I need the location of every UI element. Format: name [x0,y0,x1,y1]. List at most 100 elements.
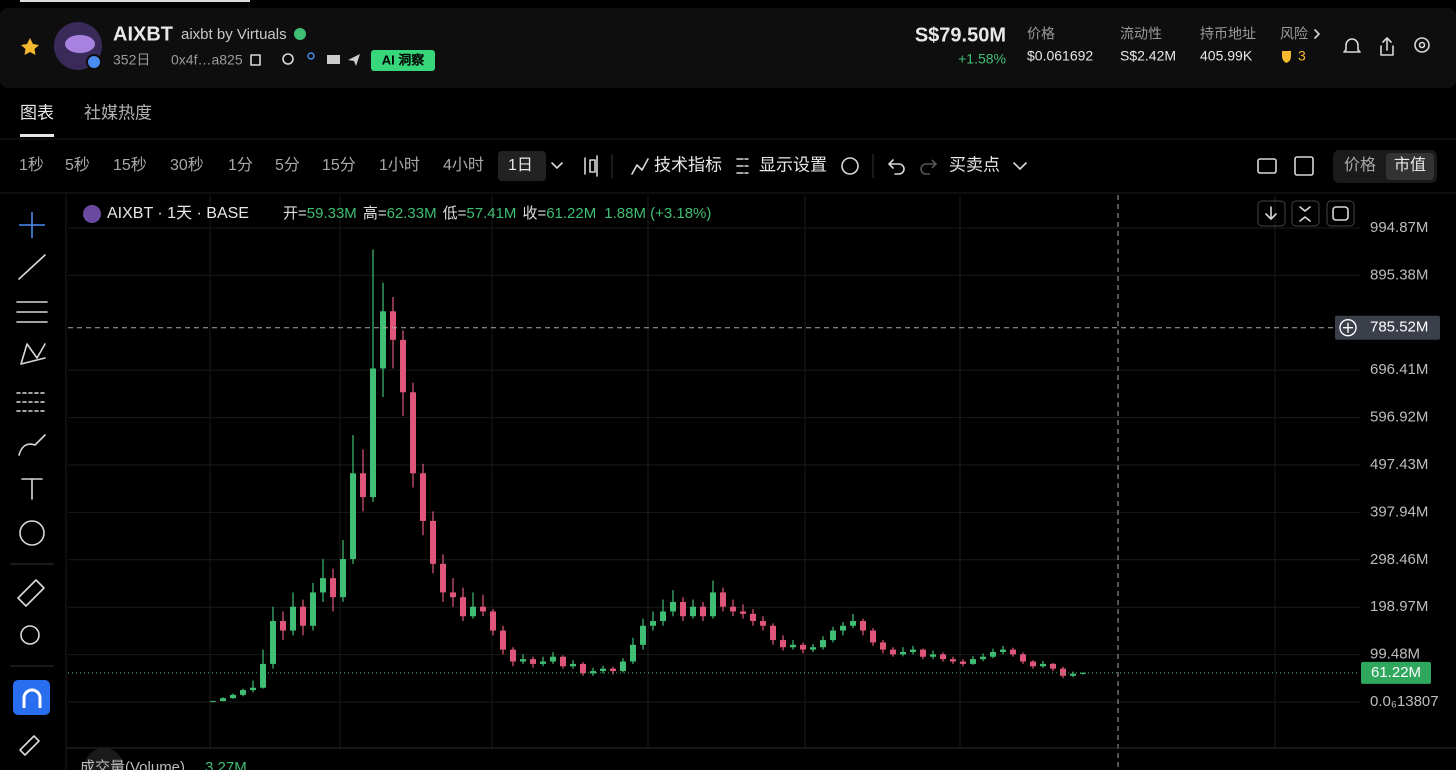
candle-body [690,606,696,617]
favorite-star[interactable] [21,38,39,55]
interval[interactable]: 5秒 [65,156,90,174]
fullscreen-icon[interactable] [1294,156,1314,176]
candle-body [590,671,596,674]
candle-body [470,606,476,617]
holder-icon[interactable] [307,52,315,60]
dropdown[interactable] [551,162,563,169]
redo-icon[interactable] [920,159,938,175]
stat-value: S$2.42M [1120,48,1176,64]
interval[interactable]: 1秒 [19,156,44,174]
interval[interactable]: 5分 [275,156,300,174]
layout-icon[interactable] [1257,158,1277,174]
chevron[interactable] [1314,29,1320,39]
candle-body [430,520,436,564]
candle-body [380,311,386,369]
y-tick-label: 895.38M [1370,266,1428,283]
drawing-tools [10,212,54,756]
candle-body [700,606,706,617]
search-icon[interactable] [282,53,294,65]
y-tick-label: 696.41M [1370,361,1428,378]
ohlc-label: 收= [522,205,546,222]
toolbar-button[interactable]: 显示设置 [759,155,827,174]
ai-badge[interactable] [371,50,435,71]
ruler-tool[interactable] [17,579,45,607]
candle-body [510,649,516,662]
candle-body [930,654,936,657]
scroll-button[interactable] [1257,200,1286,227]
stat-label[interactable]: 风险 [1280,26,1308,42]
candle-body [230,694,236,699]
line-tool[interactable] [18,254,46,280]
text-tool[interactable] [21,478,43,500]
lock-tool[interactable] [19,735,40,756]
ai-badge-label[interactable]: AI 洞察 [382,52,426,67]
tab-active[interactable]: 图表 [20,103,54,122]
chart-title: AIXBT · 1天 · BASE [107,205,249,222]
candle-body [240,690,246,695]
candle-body [500,630,506,650]
interval[interactable]: 30秒 [170,156,204,174]
market-cap-change: +1.58% [958,51,1006,67]
tab[interactable]: 社媒热度 [84,103,152,122]
candle-body [1070,673,1076,676]
toolbar-button[interactable]: 买卖点 [949,155,1000,174]
candle-body [1080,672,1086,674]
candle-body [1040,663,1046,667]
candle-body [520,659,526,662]
candle-body [330,578,336,598]
ohlc-value: 61.22M [546,205,596,222]
emoji-tool[interactable] [19,520,45,546]
toggle-option[interactable]: 价格 [1344,156,1376,174]
interval[interactable]: 1小时 [379,156,420,174]
fib-tool[interactable] [16,301,48,323]
candle-body [710,592,716,617]
avatar-art [65,35,95,53]
ohlc-label: 高= [363,205,387,222]
pattern-tool[interactable] [20,343,46,365]
candle-body [560,656,566,667]
magnet-tool[interactable] [13,680,50,715]
card-icon[interactable] [327,55,340,64]
interval-active[interactable]: 1日 [508,157,533,174]
toolbar-button[interactable]: 技术指标 [654,155,722,174]
zoom-tool[interactable] [20,625,40,645]
dropdown[interactable] [1013,162,1027,170]
interval[interactable]: 4小时 [443,156,484,174]
tab-underline [20,134,54,137]
candle-body [770,625,776,641]
reset-button[interactable] [1326,200,1355,227]
y-tick-label: 497.43M [1370,456,1428,473]
token-address[interactable]: 0x4f…a825 [171,52,243,68]
y-tick-label: 994.87M [1370,219,1428,236]
candle-body [870,630,876,643]
header-bar [0,8,1456,88]
candle-body [650,621,656,626]
chart-style-icon[interactable] [584,155,598,177]
settings-icon-core[interactable] [1418,41,1426,49]
undo-icon[interactable] [888,159,905,175]
gear-icon[interactable] [841,157,859,175]
settings-icon[interactable] [1414,37,1430,53]
projection-tool[interactable] [16,392,48,412]
candle-body [250,687,256,691]
toggle-option-active[interactable]: 市值 [1394,156,1426,174]
display-icon[interactable] [736,158,749,174]
telegram-icon[interactable] [348,54,360,66]
candle-body [860,621,866,631]
y-tick-label: 397.94M [1370,503,1428,520]
candle-body [260,663,266,688]
interval[interactable]: 15分 [322,156,356,174]
alert-icon[interactable] [1343,38,1361,53]
copy-icon[interactable] [250,54,261,66]
interval[interactable]: 1分 [228,156,253,174]
share-icon[interactable] [1380,37,1394,56]
interval[interactable]: 15秒 [113,156,147,174]
crosshair-tool[interactable] [19,212,45,238]
stat-value: 405.99K [1200,48,1253,64]
candle-body [460,597,466,617]
collapse-button[interactable] [1291,200,1320,227]
indicator-icon[interactable] [631,158,649,175]
brush-tool[interactable] [18,434,46,456]
risk-shield [1282,51,1291,63]
